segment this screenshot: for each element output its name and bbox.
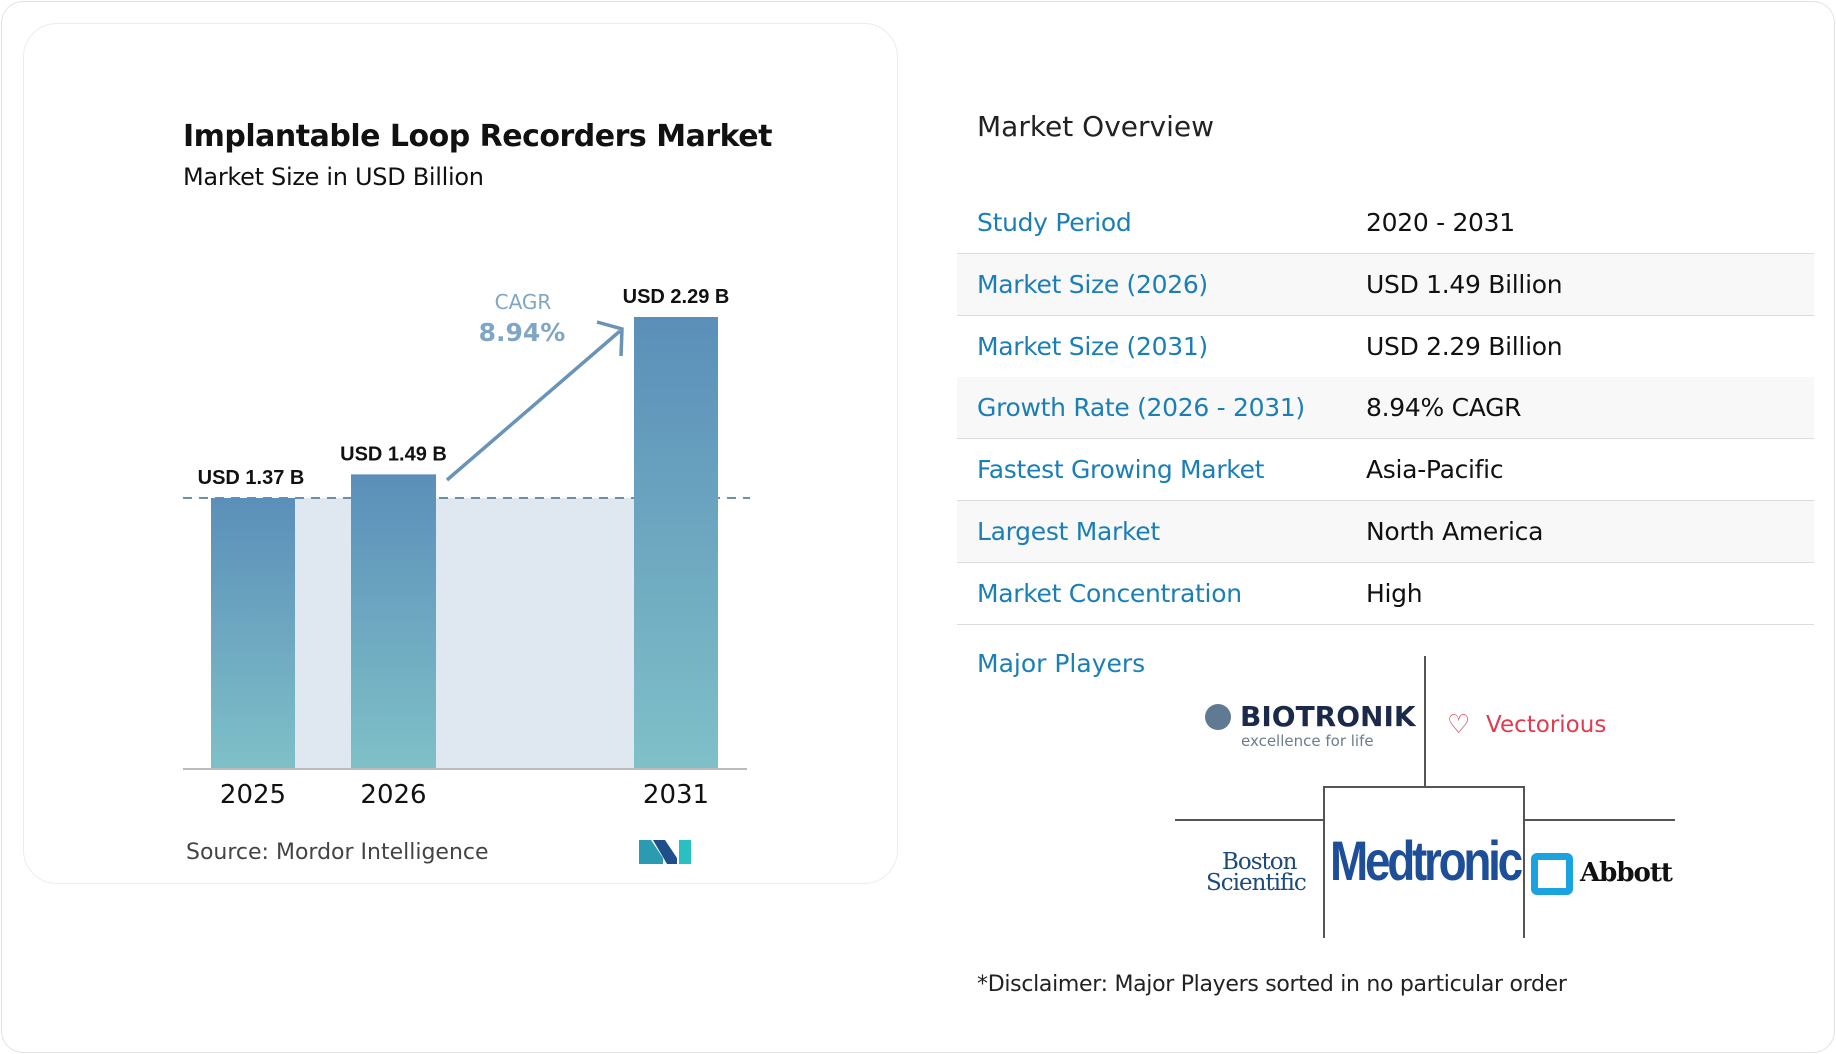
overview-title: Market Overview xyxy=(977,110,1214,143)
shaded-area xyxy=(295,498,634,769)
row-label: Market Size (2031) xyxy=(977,332,1208,361)
row-label: Study Period xyxy=(977,208,1132,237)
scientific-word: Scientific xyxy=(1206,870,1307,896)
row-value: Asia-Pacific xyxy=(1366,455,1504,484)
data-label: USD 2.29 B xyxy=(623,286,730,308)
row-value: USD 2.29 Billion xyxy=(1366,332,1563,361)
vectorious-heart-icon: ♡ xyxy=(1447,710,1471,740)
data-label: USD 1.37 B xyxy=(198,467,305,489)
chart-title: Implantable Loop Recorders Market xyxy=(183,119,772,154)
row-label: Largest Market xyxy=(977,517,1160,546)
biotronik-logo: BIOTRONIK xyxy=(1240,700,1416,733)
abbott-logo: Abbott xyxy=(1580,858,1673,888)
bar-2026 xyxy=(351,474,436,769)
overview-row: Market Size (2031) USD 2.29 Billion xyxy=(957,316,1814,378)
medtronic-logo: Medtronic xyxy=(1330,829,1523,892)
row-value: 8.94% CAGR xyxy=(1366,393,1522,422)
row-label: Market Concentration xyxy=(977,579,1242,608)
row-label: Fastest Growing Market xyxy=(977,455,1265,484)
mordor-logo xyxy=(639,840,691,864)
major-players-label: Major Players xyxy=(977,649,1146,678)
row-label: Market Size (2026) xyxy=(977,270,1208,299)
cagr-value: 8.94% xyxy=(479,318,566,347)
overview-row: Study Period 2020 - 2031 xyxy=(957,192,1814,254)
divider xyxy=(1175,819,1323,821)
bar-2031 xyxy=(634,317,718,769)
divider xyxy=(1424,656,1426,787)
vectorious-logo: Vectorious xyxy=(1486,712,1607,738)
cagr-arrow xyxy=(445,329,622,482)
data-label: USD 1.49 B xyxy=(340,443,447,465)
biotronik-tagline: excellence for life xyxy=(1241,732,1374,750)
medtronic-box xyxy=(1323,786,1525,938)
row-value: High xyxy=(1366,579,1423,608)
bar-chart: USD 1.37 B 2025 USD 1.49 B 2026 USD 2.29 B 20… xyxy=(183,286,750,810)
overview-row: Largest Market North America xyxy=(957,501,1814,563)
boston-scientific-logo: Boston Scientific xyxy=(1206,849,1307,896)
chart-subtitle: Market Size in USD Billion xyxy=(183,163,484,191)
abbott-emblem-icon xyxy=(1531,853,1573,895)
x-tick-label: 2025 xyxy=(220,780,286,810)
source-text: Source: Mordor Intelligence xyxy=(186,840,489,865)
overview-row: Market Concentration High xyxy=(957,563,1814,625)
bar-2025 xyxy=(211,498,295,769)
row-value: North America xyxy=(1366,517,1544,546)
disclaimer: *Disclaimer: Major Players sorted in no … xyxy=(977,972,1567,997)
overview-row: Growth Rate (2026 - 2031) 8.94% CAGR xyxy=(957,377,1814,439)
boston-word: Boston xyxy=(1222,849,1297,875)
row-value: USD 1.49 Billion xyxy=(1366,270,1563,299)
overview-row: Market Size (2026) USD 1.49 Billion xyxy=(957,254,1814,316)
divider xyxy=(1525,819,1675,821)
row-value: 2020 - 2031 xyxy=(1366,208,1515,237)
arrow-head-icon xyxy=(596,320,624,357)
cagr-label: CAGR xyxy=(495,290,552,314)
x-tick-label: 2031 xyxy=(643,780,709,810)
overview-row: Fastest Growing Market Asia-Pacific xyxy=(957,439,1814,501)
biotronik-emblem-icon xyxy=(1205,704,1231,730)
row-label: Growth Rate (2026 - 2031) xyxy=(977,393,1305,422)
x-tick-label: 2026 xyxy=(360,780,426,810)
